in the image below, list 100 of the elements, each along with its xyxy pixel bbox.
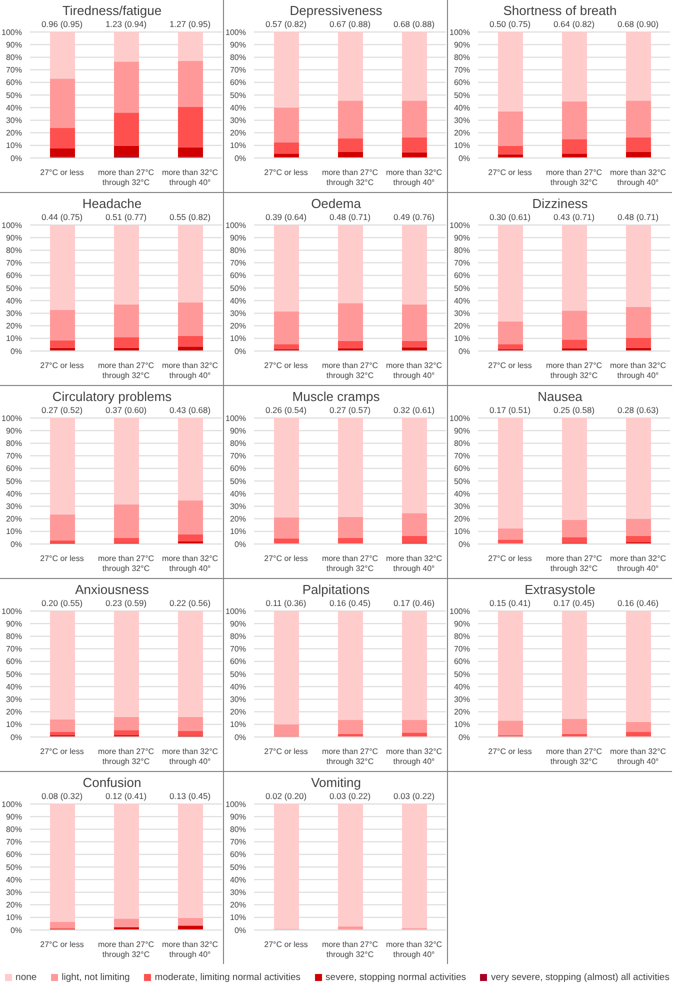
y-tick-label: 0%: [458, 732, 470, 742]
annotation: 0.44 (0.75): [41, 212, 83, 222]
annotation: 0.16 (0.46): [617, 598, 659, 608]
y-tick-label: 40%: [454, 489, 470, 498]
y-tick-label: 70%: [454, 452, 470, 461]
y-tick-label: 70%: [454, 258, 470, 268]
y-tick-label: 100%: [226, 220, 246, 230]
y-tick-label: 30%: [6, 502, 22, 512]
y-tick-label: 30%: [6, 309, 22, 318]
y-tick-label: 90%: [230, 40, 246, 50]
y-tick-label: 100%: [226, 414, 246, 423]
y-tick-label: 20%: [6, 322, 22, 331]
y-tick-label: 50%: [6, 670, 22, 679]
annotation: 1.27 (0.95): [169, 19, 211, 29]
x-tick-label: more than 27°C through 32°C: [98, 554, 154, 573]
x-tick-label: more than 27°C through 32°C: [322, 747, 378, 766]
annotation: 0.03 (0.22): [393, 791, 435, 801]
y-tick-label: 40%: [6, 682, 22, 692]
x-tick-label: more than 27°C through 32°C: [546, 554, 602, 573]
y-tick-label: 50%: [454, 284, 470, 293]
y-tick-label: 100%: [2, 220, 22, 230]
y-tick-label: 10%: [6, 141, 22, 150]
annotation: 0.27 (0.57): [329, 405, 371, 415]
annotation: 0.49 (0.76): [393, 212, 435, 222]
y-tick-label: 70%: [6, 644, 22, 654]
y-tick-label: 0%: [10, 926, 22, 935]
y-tick-label: 0%: [10, 154, 22, 163]
y-tick-label: 90%: [6, 40, 22, 50]
y-tick-label: 10%: [6, 527, 22, 536]
chart-title: Shortness of breath: [502, 2, 618, 20]
y-tick-label: 0%: [234, 154, 246, 163]
x-tick-label: more than 32°C through 40°: [162, 361, 218, 380]
y-tick-label: 70%: [230, 644, 246, 654]
y-tick-label: 20%: [6, 514, 22, 524]
y-tick-label: 80%: [230, 632, 246, 642]
annotation: 0.17 (0.51): [489, 405, 531, 415]
x-tick-label: 27°C or less: [264, 747, 308, 756]
y-tick-label: 50%: [6, 862, 22, 872]
y-tick-label: 100%: [226, 606, 246, 616]
y-tick-label: 60%: [230, 850, 246, 860]
annotation: 0.17 (0.45): [553, 598, 595, 608]
chart-title: Palpitations: [301, 581, 371, 599]
y-tick-label: 30%: [230, 116, 246, 126]
chart-title: Anxiousness: [74, 581, 150, 599]
x-tick-label: 27°C or less: [264, 361, 308, 370]
y-tick-label: 20%: [230, 900, 246, 910]
y-tick-label: 40%: [454, 103, 470, 112]
y-tick-label: 70%: [6, 66, 22, 75]
y-tick-label: 100%: [450, 414, 470, 423]
annotation: 0.96 (0.95): [41, 19, 83, 29]
y-tick-label: 60%: [454, 464, 470, 474]
y-tick-label: 20%: [6, 708, 22, 717]
y-tick-label: 30%: [454, 116, 470, 126]
x-tick-label: 27°C or less: [488, 554, 532, 563]
y-tick-label: 50%: [454, 90, 470, 100]
annotation: 0.68 (0.88): [393, 19, 435, 29]
y-tick-label: 0%: [234, 540, 246, 549]
y-tick-label: 60%: [6, 850, 22, 860]
annotation: 0.43 (0.71): [553, 212, 595, 222]
y-tick-label: 80%: [454, 53, 470, 62]
chart-title: Confusion: [82, 774, 142, 792]
y-tick-label: 10%: [230, 334, 246, 344]
chart-title: Headache: [81, 195, 143, 213]
y-tick-label: 40%: [6, 875, 22, 884]
y-tick-label: 40%: [230, 875, 246, 884]
y-tick-label: 100%: [2, 800, 22, 809]
y-tick-label: 0%: [10, 540, 22, 549]
y-tick-label: 80%: [230, 825, 246, 834]
y-tick-label: 30%: [6, 695, 22, 704]
y-tick-label: 0%: [234, 346, 246, 356]
annotation: 0.23 (0.59): [105, 598, 147, 608]
y-tick-label: 30%: [6, 888, 22, 898]
x-tick-label: more than 27°C through 32°C: [322, 168, 378, 187]
annotation: 0.39 (0.64): [265, 212, 307, 222]
annotation: 0.55 (0.82): [169, 212, 211, 222]
annotation: 0.17 (0.46): [393, 598, 435, 608]
x-tick-label: more than 27°C through 32°C: [322, 940, 378, 959]
y-tick-label: 30%: [454, 309, 470, 318]
y-tick-label: 90%: [454, 233, 470, 242]
y-tick-label: 10%: [6, 334, 22, 344]
legend-label: moderate, limiting normal activities: [154, 972, 301, 983]
y-tick-label: 50%: [6, 476, 22, 486]
y-tick-label: 80%: [454, 246, 470, 256]
y-tick-label: 100%: [450, 606, 470, 616]
x-tick-label: more than 32°C through 40°: [162, 554, 218, 573]
y-tick-label: 20%: [454, 128, 470, 138]
y-tick-label: 20%: [6, 900, 22, 910]
y-tick-label: 70%: [6, 838, 22, 847]
annotation: 0.27 (0.52): [41, 405, 83, 415]
annotation: 0.50 (0.75): [489, 19, 531, 29]
annotation: 0.68 (0.90): [617, 19, 659, 29]
x-tick-label: 27°C or less: [264, 168, 308, 177]
y-tick-label: 100%: [226, 28, 246, 37]
x-tick-label: more than 27°C through 32°C: [322, 361, 378, 380]
annotation: 0.32 (0.61): [393, 405, 435, 415]
y-tick-label: 80%: [230, 246, 246, 256]
y-tick-label: 70%: [6, 452, 22, 461]
x-tick-label: more than 32°C through 40°: [386, 940, 442, 959]
annotation: 0.57 (0.82): [265, 19, 307, 29]
y-tick-label: 40%: [6, 296, 22, 306]
